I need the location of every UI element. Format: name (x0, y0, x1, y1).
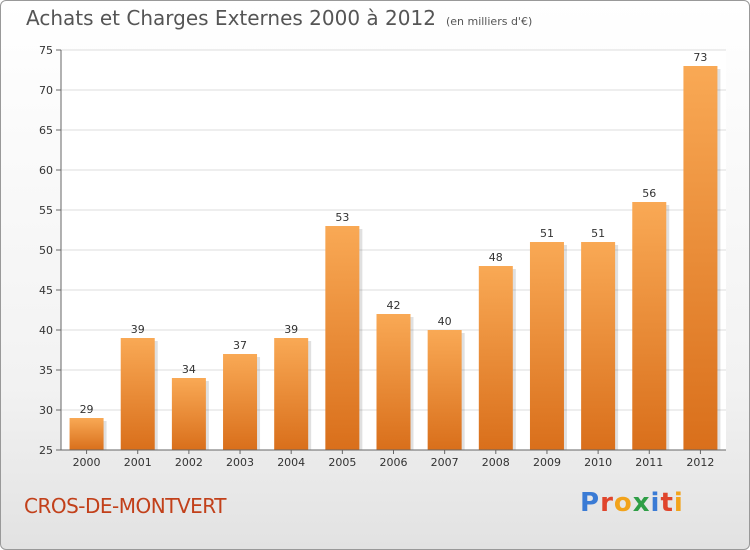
value-label: 39 (284, 323, 298, 336)
x-tick-label: 2010 (584, 456, 612, 469)
y-tick-label: 55 (39, 204, 53, 217)
value-label: 48 (489, 251, 503, 264)
bar (274, 338, 309, 450)
value-label: 42 (387, 299, 401, 312)
value-label: 56 (642, 187, 656, 200)
x-tick-label: 2005 (328, 456, 356, 469)
bar (632, 202, 667, 450)
value-label: 51 (540, 227, 554, 240)
value-label: 73 (693, 51, 707, 64)
x-tick-label: 2001 (124, 456, 152, 469)
chart-title: Achats et Charges Externes 2000 à 2012 (26, 6, 436, 30)
value-label: 40 (438, 315, 452, 328)
value-label: 29 (80, 403, 94, 416)
y-tick-label: 70 (39, 84, 53, 97)
bar (683, 66, 718, 450)
chart-title-block: Achats et Charges Externes 2000 à 2012 (e… (26, 6, 532, 30)
value-label: 37 (233, 339, 247, 352)
y-tick-label: 75 (39, 44, 53, 57)
proxiti-logo: Proxiti (580, 488, 684, 518)
bar (478, 266, 513, 450)
y-tick-label: 30 (39, 404, 53, 417)
x-tick-label: 2008 (482, 456, 510, 469)
bar (581, 242, 616, 450)
y-tick-label: 45 (39, 284, 53, 297)
bar (171, 378, 206, 450)
x-tick-label: 2006 (380, 456, 408, 469)
x-tick-label: 2000 (73, 456, 101, 469)
bar (325, 226, 360, 450)
y-tick-label: 35 (39, 364, 53, 377)
value-label: 53 (335, 211, 349, 224)
y-tick-label: 60 (39, 164, 53, 177)
bar (69, 418, 104, 450)
bar (376, 314, 411, 450)
bar (427, 330, 462, 450)
x-tick-label: 2009 (533, 456, 561, 469)
x-tick-label: 2012 (686, 456, 714, 469)
bar (223, 354, 258, 450)
x-tick-label: 2011 (635, 456, 663, 469)
bar (120, 338, 155, 450)
value-label: 51 (591, 227, 605, 240)
y-tick-label: 65 (39, 124, 53, 137)
x-tick-label: 2002 (175, 456, 203, 469)
value-label: 34 (182, 363, 196, 376)
value-label: 39 (131, 323, 145, 336)
y-tick-label: 40 (39, 324, 53, 337)
y-tick-label: 25 (39, 444, 53, 457)
y-tick-label: 50 (39, 244, 53, 257)
commune-name: CROS-DE-MONTVERT (24, 494, 226, 518)
bar (529, 242, 564, 450)
x-tick-label: 2004 (277, 456, 305, 469)
chart-unit: (en milliers d'€) (445, 15, 533, 28)
x-tick-label: 2003 (226, 456, 254, 469)
x-tick-label: 2007 (431, 456, 459, 469)
